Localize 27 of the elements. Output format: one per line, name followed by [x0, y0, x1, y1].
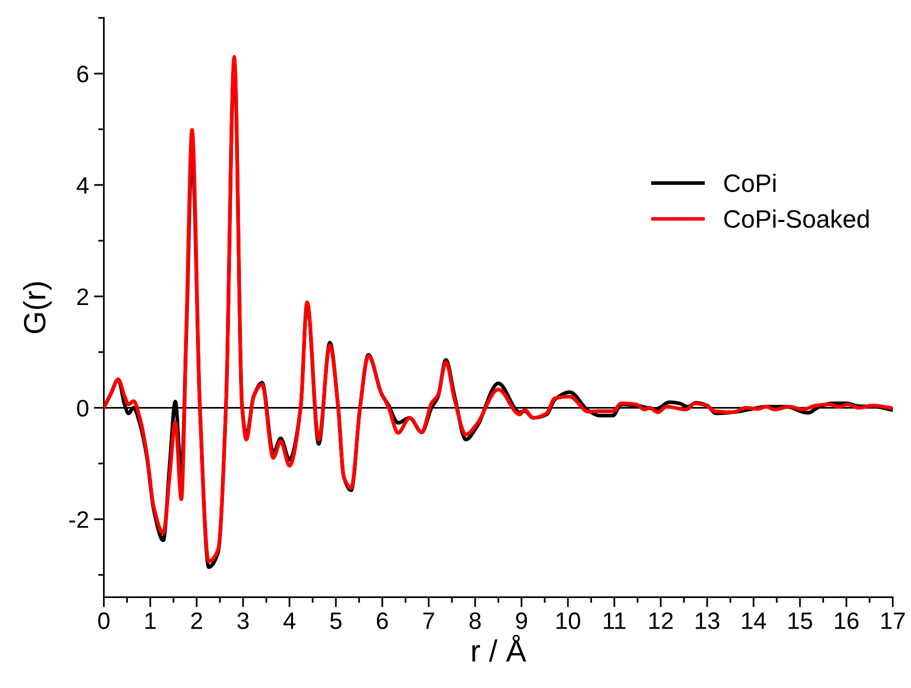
- legend-label: CoPi: [724, 174, 776, 192]
- y-tick-label: 2: [77, 288, 88, 305]
- x-tick-label: 5: [330, 612, 342, 630]
- x-tick-label: 2: [191, 612, 202, 629]
- x-tick-label: 14: [742, 612, 766, 629]
- x-tick-label: 7: [423, 612, 434, 629]
- x-tick-label: 12: [649, 612, 673, 629]
- y-tick-label: 4: [76, 177, 89, 194]
- x-tick-label: 1: [145, 612, 156, 629]
- x-tick-label: 4: [283, 612, 296, 629]
- y-tick-label: -2: [69, 511, 88, 528]
- x-tick-label: 17: [881, 612, 905, 629]
- x-tick-label: 8: [470, 612, 481, 630]
- legend-label: CoPi-Soaked: [724, 210, 869, 228]
- y-tick-label: 6: [77, 66, 88, 82]
- x-tick-label: 3: [237, 612, 249, 630]
- x-tick-label: 13: [696, 612, 720, 630]
- x-tick-label: 16: [835, 612, 858, 630]
- y-tick-label: 0: [77, 400, 88, 417]
- x-tick-label: 6: [376, 612, 388, 630]
- x-tick-label: 15: [788, 612, 812, 630]
- x-axis-title: r / Å: [472, 634, 526, 662]
- x-tick-label: 0: [98, 612, 110, 630]
- y-axis-title: G(r): [23, 282, 52, 334]
- x-tick-label: 10: [556, 612, 580, 630]
- x-tick-label: 11: [604, 612, 626, 629]
- x-tick-label: 9: [516, 612, 527, 630]
